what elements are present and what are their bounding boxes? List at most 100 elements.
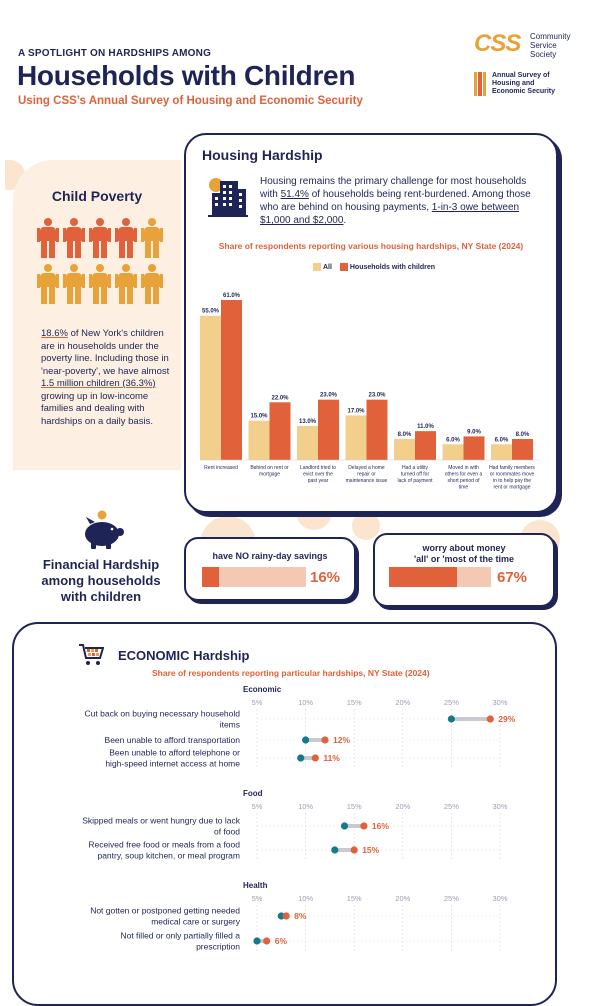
economic-subtitle: Share of respondents reporting particula… — [152, 668, 430, 678]
bar-all — [200, 315, 221, 460]
survey-logo: Annual Survey of Housing and Economic Se… — [474, 72, 584, 98]
money-worry-label-line: 'all' or 'most of the time — [414, 554, 514, 564]
page-title: Households with Children — [17, 60, 356, 91]
bar-value-label: 6.0% — [495, 437, 509, 443]
legend-swatch-children — [339, 263, 348, 271]
bar-all — [345, 415, 367, 460]
piggy-bank-icon — [85, 510, 124, 549]
bar-chart-title: Share of respondents reporting various h… — [218, 241, 524, 251]
money-worry-card: worry about money 'all' or 'most of the … — [373, 533, 555, 607]
bar-value-label: 15.0% — [250, 414, 268, 420]
logo-org-name: Community Service Society — [530, 32, 570, 59]
shopping-cart-icon — [79, 644, 104, 665]
economic-title: ECONOMIC Hardship — [118, 648, 250, 663]
bar-value-label: 61.0% — [223, 293, 241, 299]
category-label: maintenance issue — [346, 478, 388, 484]
no-savings-card: have NO rainy-day savings 16% — [184, 537, 356, 601]
person-icon — [115, 218, 137, 258]
building-icon — [208, 178, 248, 217]
bar-all — [297, 425, 318, 460]
category-label: in to help pay the — [493, 478, 531, 484]
housing-text: Housing remains the primary challenge fo… — [260, 175, 540, 227]
legend-label-all: All — [322, 263, 332, 271]
no-savings-percent: 16% — [310, 569, 341, 586]
category-label: Moved in with — [448, 465, 479, 471]
stat-highlight: 1.5 million children (36.3%) — [41, 378, 156, 389]
category-label: Behind on rent or — [250, 465, 289, 471]
category-label: time — [459, 485, 469, 491]
category-label: repair or — [357, 472, 376, 478]
legend-swatch-all — [312, 263, 321, 271]
category-label: or roommates move — [490, 472, 535, 478]
text-span: of households being rent-burdened. Among… — [260, 189, 531, 213]
bar-value-label: 9.0% — [467, 429, 481, 435]
housing-bar-chart: 55.0% 61.0% Rent increased 15.0% 22.0% Behind… — [200, 293, 540, 491]
page-subtitle: Using CSS’s Annual Survey of Housing and… — [18, 95, 363, 107]
no-savings-bar-fill — [202, 567, 219, 587]
category-label: Landlord tried to — [300, 465, 336, 471]
org-line: Society — [530, 50, 557, 59]
logo-mark: CSS — [474, 30, 521, 57]
bar-children — [415, 431, 436, 460]
person-icon — [141, 264, 163, 304]
bar-children — [366, 399, 388, 460]
money-worry-percent: 67% — [497, 569, 528, 586]
category-label: rent or mortgage — [494, 485, 531, 491]
child-poverty-text: 18.6% of New York's children are in hous… — [41, 328, 171, 428]
category-label: Rent increased — [204, 465, 238, 471]
person-icon — [37, 218, 59, 258]
bar-chart-legend: All Households with children — [186, 263, 556, 271]
bar-children — [512, 439, 533, 460]
survey-logo-icon — [474, 72, 486, 96]
child-poverty-title: Child Poverty — [51, 188, 143, 204]
text-span: growing up in low-income families and de… — [41, 390, 153, 427]
css-logo: CSS Community Service Society — [474, 30, 584, 60]
stat-highlight: 1-in-3 owe between $1,000 and $2,000 — [260, 202, 520, 226]
category-label: past year — [308, 478, 329, 484]
category-label: mortgage — [259, 472, 280, 478]
bar-all — [248, 420, 270, 460]
org-line: Community — [530, 32, 571, 41]
category-label: lack of payment — [397, 478, 433, 484]
category-label: turned off for — [401, 472, 430, 478]
financial-hardship-title: Financial Hardship among households with… — [41, 557, 161, 604]
person-icon — [63, 264, 85, 304]
housing-hardship-panel: Housing Hardship Housing remains the pri… — [184, 133, 558, 513]
bar-all — [491, 444, 512, 460]
bar-value-label: 6.0% — [446, 437, 460, 443]
bar-value-label: 8.0% — [516, 432, 530, 438]
money-worry-bar-track — [389, 567, 491, 587]
category-label: short period of — [448, 478, 481, 484]
no-savings-label: have NO rainy-day savings — [212, 551, 328, 561]
bar-value-label: 23.0% — [320, 393, 338, 399]
text-span: . — [343, 215, 347, 226]
text-span: Housing remains the primary challenge fo… — [260, 176, 527, 200]
money-worry-label-line: worry about money — [422, 543, 506, 553]
stat-highlight: 18.6% — [41, 328, 68, 339]
category-label: evict over the — [303, 472, 333, 478]
survey-line: Annual Survey of — [492, 72, 550, 79]
decor-circle — [352, 512, 380, 540]
category-label: Had a utility — [402, 465, 429, 471]
bar-value-label: 11.0% — [417, 424, 434, 430]
person-icon — [37, 264, 59, 304]
person-icon — [63, 218, 85, 258]
bar-value-label: 8.0% — [398, 432, 412, 438]
bar-children — [318, 399, 339, 460]
money-worry-bar-fill — [389, 567, 458, 587]
stat-highlight: 51.4% — [280, 189, 309, 200]
text-span: of New York's children are in households… — [41, 328, 170, 377]
housing-title: Housing Hardship — [202, 147, 323, 163]
money-worry-label: worry about money 'all' or 'most of the … — [375, 543, 553, 565]
bar-all — [442, 444, 464, 460]
person-icon — [115, 264, 137, 304]
survey-line: Housing and — [492, 80, 535, 87]
bar-value-label: 22.0% — [271, 395, 289, 401]
person-icon — [89, 218, 111, 258]
economic-hardship-panel — [12, 622, 557, 1006]
bar-children — [269, 402, 291, 460]
category-label: Had family members — [489, 465, 535, 471]
legend-label-children: Households with children — [349, 263, 436, 271]
kicker: A SPOTLIGHT ON HARDSHIPS AMONG — [18, 48, 212, 59]
bar-children — [221, 300, 242, 460]
